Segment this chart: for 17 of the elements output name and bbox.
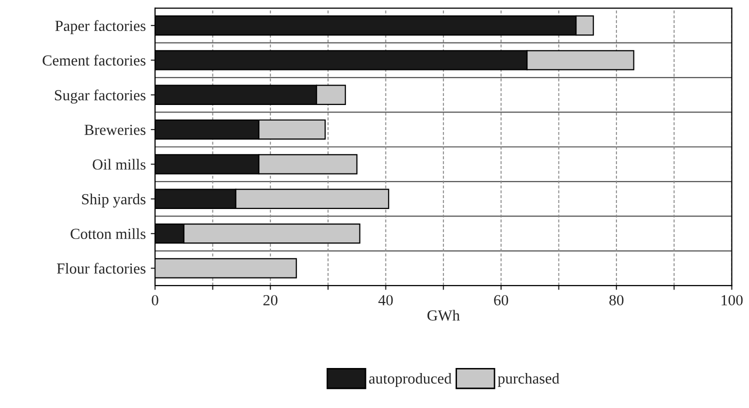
x-axis-title: GWh bbox=[427, 310, 460, 321]
y-tick-label: Paper factories bbox=[55, 20, 146, 34]
legend-label: purchased bbox=[498, 372, 560, 387]
x-tick-label: 80 bbox=[609, 295, 624, 306]
x-tick-label: 40 bbox=[378, 295, 393, 306]
x-tick-label: 100 bbox=[722, 295, 743, 306]
y-tick-label: Flour factories bbox=[56, 262, 146, 274]
y-tick-label: Ship yards bbox=[82, 194, 146, 208]
y-tick-label: Cotton mills bbox=[70, 228, 146, 240]
y-tick-label: Breweries bbox=[84, 124, 146, 135]
legend-label: autoproduced bbox=[369, 372, 452, 387]
x-tick-label: 60 bbox=[494, 295, 508, 306]
y-tick-label: Sugar factories bbox=[54, 89, 146, 104]
x-tick-label: 0 bbox=[152, 295, 158, 306]
y-tick-label: Cement factories bbox=[42, 54, 146, 66]
x-tick-label: 20 bbox=[263, 295, 278, 306]
y-tick-label: Oil mills bbox=[92, 158, 146, 170]
